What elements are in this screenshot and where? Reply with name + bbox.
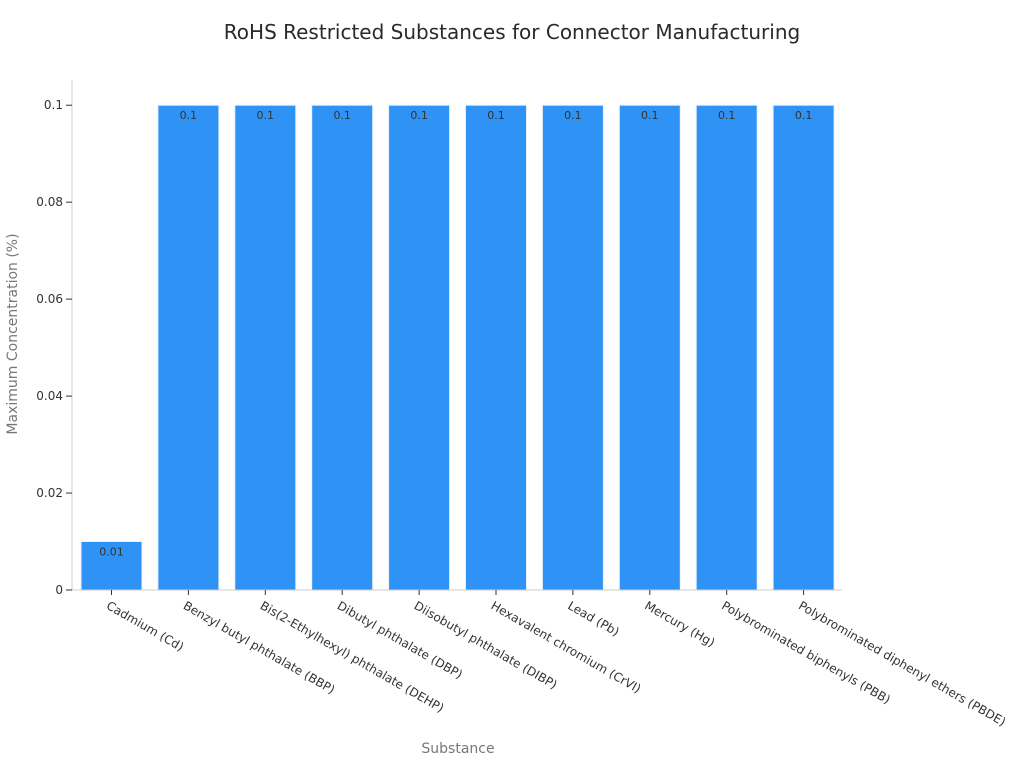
x-tick-label: Cadmium (Cd) bbox=[104, 598, 186, 654]
bar bbox=[388, 104, 451, 591]
y-tick-label: 0.02 bbox=[36, 486, 63, 500]
bar bbox=[618, 104, 681, 591]
bar-value-label: 0.1 bbox=[487, 109, 505, 122]
bar-value-label: 0.1 bbox=[180, 109, 198, 122]
x-tick-label: Hexavalent chromium (CrVI) bbox=[489, 598, 644, 695]
bar-value-label: 0.1 bbox=[564, 109, 582, 122]
bar-value-label: 0.1 bbox=[257, 109, 275, 122]
bar bbox=[695, 104, 758, 591]
bar-value-label: 0.1 bbox=[410, 109, 428, 122]
y-tick-label: 0.06 bbox=[36, 292, 63, 306]
y-tick-label: 0.04 bbox=[36, 389, 63, 403]
bar bbox=[157, 104, 220, 591]
x-tick-label: Diisobutyl phthalate (DIBP) bbox=[412, 598, 560, 692]
bar-value-label: 0.01 bbox=[99, 546, 124, 559]
chart-title: RoHS Restricted Substances for Connector… bbox=[223, 20, 801, 44]
bar bbox=[465, 104, 527, 591]
bar-value-label: 0.1 bbox=[795, 109, 813, 122]
x-tick-label: Lead (Pb) bbox=[565, 598, 621, 639]
y-tick-label: 0 bbox=[55, 583, 63, 597]
x-tick-label: Mercury (Hg) bbox=[642, 598, 717, 649]
x-tick-label: Dibutyl phthalate (DBP) bbox=[335, 598, 465, 681]
bar bbox=[234, 104, 297, 591]
y-tick-label: 0.08 bbox=[36, 195, 63, 209]
x-axis-title: Substance bbox=[421, 741, 495, 757]
bar bbox=[541, 104, 604, 591]
bars-layer: 0.01 0.1 0.1 0.1 0.1 0.1 0.1 0.1 0.1 0.1 bbox=[80, 104, 835, 591]
bar bbox=[772, 104, 835, 591]
bar-value-label: 0.1 bbox=[718, 109, 736, 122]
x-tick-label: Benzyl butyl phthalate (BBP) bbox=[181, 598, 337, 696]
bar-value-label: 0.1 bbox=[333, 109, 351, 122]
bar bbox=[311, 104, 374, 591]
bar bbox=[80, 541, 143, 591]
bar-value-label: 0.1 bbox=[641, 109, 659, 122]
y-tick-label: 0.1 bbox=[44, 98, 63, 112]
